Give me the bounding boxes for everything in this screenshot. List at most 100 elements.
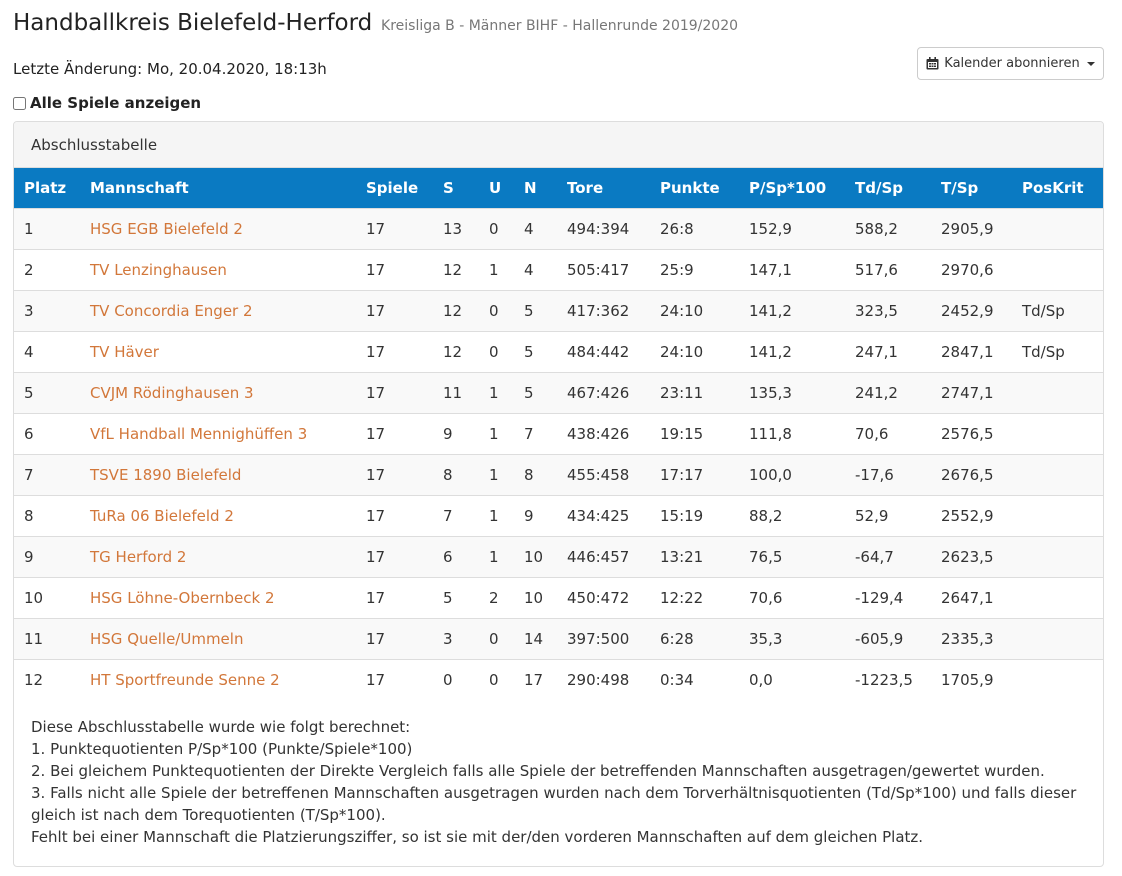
table-cell: 2676,5 [941,465,994,484]
standings-panel: Abschlusstabelle Platz Mannschaft Spiele S U… [13,121,1104,867]
table-cell: 14 [524,629,544,648]
table-cell: 88,2 [749,506,783,525]
table-cell: 290:498 [567,670,630,689]
note-line: Diese Abschlusstabelle wurde wie folgt b… [31,718,411,736]
table-cell: 9 [524,506,534,525]
table-cell [1012,495,1103,536]
table-cell: 25:9 [660,260,694,279]
table-cell: 10 [524,588,544,607]
table-cell: 8 [24,506,34,525]
table-cell: 1 [489,383,499,402]
table-cell: 35,3 [749,629,783,648]
table-cell: 6 [24,424,34,443]
table-cell: 23:11 [660,383,704,402]
column-header: Tore [567,178,604,197]
panel-title: Abschlusstabelle [31,135,158,154]
table-cell: 9 [24,547,34,566]
table-cell: 2623,5 [941,547,994,566]
team-link[interactable]: TV Concordia Enger 2 [90,301,253,320]
column-header: Platz [24,178,67,197]
table-cell [1012,454,1103,495]
table-cell: 6:28 [660,629,694,648]
note-line: 3. Falls nicht alle Spiele der betreffen… [31,784,1077,824]
calendar-subscribe-label: Kalender abonnieren [944,56,1080,71]
table-cell: Td/Sp [1022,301,1065,320]
table-cell: 17 [366,588,386,607]
column-header: P/Sp*100 [749,178,827,197]
team-link[interactable]: HSG EGB Bielefeld 2 [90,219,243,238]
table-cell: 0 [443,670,453,689]
team-link[interactable]: CVJM Rödinghausen 3 [90,383,254,402]
table-cell: 438:426 [567,424,630,443]
table-cell: 12 [443,301,463,320]
team-link[interactable]: HSG Quelle/Ummeln [90,629,244,648]
table-cell [1012,249,1103,290]
table-cell: 2335,3 [941,629,994,648]
table-cell [1012,413,1103,454]
table-cell: 2452,9 [941,301,994,320]
panel-heading: Abschlusstabelle [14,122,1103,168]
standings-table: Platz Mannschaft Spiele S U N Tore Punkte P/Sp*1… [14,168,1103,700]
show-all-games-checkbox[interactable] [13,96,26,110]
table-cell: -17,6 [855,465,894,484]
table-cell: -129,4 [855,588,904,607]
team-link[interactable]: HSG Löhne-Obernbeck 2 [90,588,275,607]
table-cell: 397:500 [567,629,630,648]
table-row: 12 HT Sportfreunde Senne 2 17 0 0 17 290:498 0:… [14,659,1103,700]
team-link[interactable]: TuRa 06 Bielefeld 2 [90,506,234,525]
caret-down-icon [1086,61,1095,66]
table-cell: 17:17 [660,465,704,484]
table-cell: 17 [366,424,386,443]
table-cell: 5 [24,383,34,402]
team-link[interactable]: TSVE 1890 Bielefeld [90,465,242,484]
column-header: Punkte [660,178,720,197]
table-cell: 17 [366,506,386,525]
last-updated: Letzte Änderung: Mo, 20.04.2020, 18:13h [13,60,327,78]
table-cell: -605,9 [855,629,904,648]
table-row: 2 TV Lenzinghausen 17 12 1 4 505:417 25:9 147,1 5… [14,249,1103,290]
team-link[interactable]: TG Herford 2 [90,547,187,566]
column-header: PosKrit [1022,178,1084,197]
column-header: Spiele [366,178,419,197]
table-cell: 450:472 [567,588,630,607]
table-cell: 8 [443,465,453,484]
calendar-subscribe-button[interactable]: Kalender abonnieren [917,47,1104,80]
table-cell: 4 [24,342,34,361]
table-cell: 13 [443,219,463,238]
table-cell [1012,659,1103,700]
note-line: 2. Bei gleichem Punktequotienten der Dir… [31,762,1045,780]
table-cell: 3 [443,629,453,648]
table-cell: 2576,5 [941,424,994,443]
column-header: Td/Sp [855,178,903,197]
table-cell: 1 [489,465,499,484]
table-cell: 135,3 [749,383,792,402]
column-header: N [524,178,537,197]
table-cell: 2747,1 [941,383,994,402]
table-cell: 76,5 [749,547,783,566]
note-line: Fehlt bei einer Mannschaft die Platzieru… [31,828,924,846]
team-link[interactable]: TV Häver [90,342,159,361]
table-cell: 17 [366,547,386,566]
table-cell: 323,5 [855,301,898,320]
table-cell: 17 [524,670,544,689]
table-row: 8 TuRa 06 Bielefeld 2 17 7 1 9 434:425 15:19 88,… [14,495,1103,536]
table-cell: 17 [366,301,386,320]
team-link[interactable]: HT Sportfreunde Senne 2 [90,670,280,689]
team-link[interactable]: VfL Handball Mennighüffen 3 [90,424,308,443]
table-cell: 17 [366,629,386,648]
table-cell: 17 [366,670,386,689]
table-cell: 13:21 [660,547,704,566]
show-all-games[interactable]: Alle Spiele anzeigen [13,94,201,112]
table-cell: 2970,6 [941,260,994,279]
table-cell: 17 [366,219,386,238]
table-cell: 7 [443,506,453,525]
table-cell: 0 [489,301,499,320]
table-cell: 5 [443,588,453,607]
table-cell: 2847,1 [941,342,994,361]
team-link[interactable]: TV Lenzinghausen [90,260,227,279]
table-cell: -64,7 [855,547,894,566]
table-cell: 11 [443,383,463,402]
table-cell: 5 [524,301,534,320]
table-cell: 517,6 [855,260,898,279]
note-line: 1. Punktequotienten P/Sp*100 (Punkte/Spi… [31,740,413,758]
